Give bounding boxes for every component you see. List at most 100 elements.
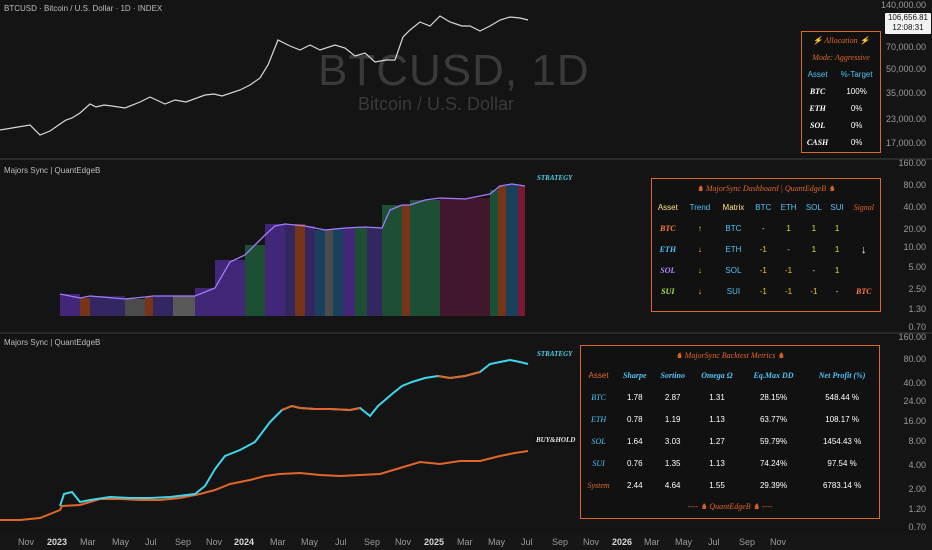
dashboard-axis-tick: 160.00 — [898, 158, 926, 168]
equity-area-chart — [59, 183, 526, 316]
matrix-cell: BTC — [725, 224, 742, 233]
backtest-axis-tick: 0.70 — [908, 522, 926, 532]
dashboard-row: ETH ↓ ETH -1 - 1 1 ↓ — [652, 239, 880, 260]
trend-arrow: ↓ — [697, 266, 702, 275]
matrix-value: - — [835, 287, 839, 296]
backtest-row: BTC 1.78 2.87 1.31 28.15% 548.44 % — [581, 386, 879, 408]
time-tick: Sep — [364, 537, 381, 547]
price-tick: 70,000.00 — [885, 42, 926, 52]
backtest-header: Sharpe — [622, 370, 647, 380]
backtest-asset: SOL — [591, 436, 606, 446]
net-profit-value: 6783.14 % — [822, 480, 862, 490]
time-tick: Nov — [206, 537, 223, 547]
signal-cell: BTC — [856, 287, 872, 296]
matrix-value: -1 — [785, 266, 793, 275]
regime-bands — [60, 184, 525, 316]
dashboard-asset: BTC — [660, 224, 676, 233]
backtest-row: SUI 0.76 1.35 1.13 74.24% 97.54 % — [581, 452, 879, 474]
dashboard-axis-tick: 1.30 — [908, 304, 926, 314]
matrix-value: -1 — [759, 287, 767, 296]
max-dd-value: 29.39% — [759, 480, 788, 490]
max-dd-value: 74.24% — [759, 458, 788, 468]
sortino-value: 4.64 — [664, 480, 681, 490]
bar-countdown: 12:08:31 — [892, 23, 924, 32]
dashboard-axis-tick: 5.00 — [908, 262, 926, 272]
allocation-asset: SOL — [810, 121, 826, 130]
backtest-axis-tick: 160.00 — [898, 332, 926, 342]
time-tick: May — [112, 537, 130, 547]
strategy-curve — [59, 358, 529, 507]
allocation-title: ⚡ Allocation ⚡ — [812, 36, 870, 45]
max-dd-value: 28.15% — [759, 392, 788, 402]
buyhold-tag: BUY&HOLD — [534, 435, 578, 445]
dashboard-asset: SOL — [660, 266, 676, 275]
backtest-asset: System — [587, 480, 610, 490]
backtest-axis-tick: 1.20 — [908, 504, 926, 514]
matrix-value: 1 — [786, 224, 791, 233]
allocation-asset: CASH — [806, 138, 829, 147]
price-line — [0, 15, 529, 136]
allocation-col-asset: Asset — [807, 70, 828, 79]
buyhold-curve — [0, 450, 529, 521]
time-tick: May — [675, 537, 693, 547]
pane-separator[interactable] — [0, 158, 932, 160]
dashboard-axis-tick: 2.50 — [908, 284, 926, 294]
net-profit-value: 548.44 % — [825, 392, 859, 402]
backtest-pane-title: Majors Sync | QuantEdgeB — [4, 338, 101, 347]
dashboard-axis-tick: 20.00 — [903, 224, 926, 234]
time-tick: Mar — [270, 537, 286, 547]
sharpe-value: 1.64 — [626, 436, 643, 446]
trend-arrow: ↑ — [697, 224, 702, 233]
price-pane[interactable]: BTCUSD · Bitcoin / U.S. Dollar · 1D · IN… — [0, 0, 932, 158]
backtest-header: Eq.Max DD — [753, 370, 794, 380]
pane-separator[interactable] — [0, 332, 932, 334]
dashboard-asset: ETH — [659, 245, 677, 254]
backtest-footer: ---- ♞ QuantEdgeB ♞ ---- — [687, 501, 773, 511]
matrix-value: -1 — [759, 245, 767, 254]
dashboard-header: Trend — [689, 203, 711, 212]
matrix-value: - — [761, 224, 765, 233]
time-tick: May — [488, 537, 506, 547]
matrix-cell: SUI — [726, 287, 741, 296]
omega-value: 1.13 — [709, 458, 725, 468]
time-tick: 2025 — [424, 537, 445, 547]
dashboard-header: ETH — [780, 203, 797, 212]
signal-cell — [848, 218, 880, 239]
allocation-pct: 0% — [850, 138, 863, 147]
dashboard-axis-tick: 10.00 — [903, 242, 926, 252]
dashboard-row: SOL ↓ SOL -1 -1 - 1 — [652, 260, 880, 281]
sortino-value: 3.03 — [664, 436, 681, 446]
backtest-title: ♞ MajorSync Backtest Metrics ♞ — [675, 350, 785, 360]
time-tick: Nov — [583, 537, 600, 547]
allocation-table: ⚡ Allocation ⚡ Mode: Aggressive Asset %-… — [801, 31, 881, 153]
dashboard-header: Signal — [853, 203, 875, 212]
allocation-col-target: %-Target — [840, 70, 873, 79]
matrix-value: - — [812, 266, 816, 275]
signal-cell: ↓ — [861, 243, 867, 256]
strategy-tag: STRATEGY — [537, 174, 573, 182]
dashboard-axis-tick: 80.00 — [903, 180, 926, 190]
backtest-row: System 2.44 4.64 1.55 29.39% 6783.14 % — [581, 474, 879, 496]
dashboard-row: BTC ↑ BTC - 1 1 1 — [652, 218, 880, 239]
allocation-asset: BTC — [809, 87, 826, 96]
time-tick: 2024 — [234, 537, 255, 547]
price-tick: 140,000.00 — [880, 0, 926, 10]
symbol-title: BTCUSD · Bitcoin / U.S. Dollar · 1D · IN… — [4, 4, 163, 13]
time-tick: 2023 — [47, 537, 68, 547]
dashboard-header: SOL — [805, 203, 822, 212]
backtest-asset: BTC — [591, 392, 606, 402]
backtest-metrics-table: ♞ MajorSync Backtest Metrics ♞ Asset Sha… — [580, 345, 880, 519]
backtest-header: Asset — [588, 370, 609, 380]
matrix-value: 1 — [834, 245, 840, 254]
price-tick: 35,000.00 — [885, 88, 926, 98]
dashboard-header: BTC — [755, 203, 772, 212]
allocation-pct: 0% — [850, 121, 863, 130]
price-tick: 50,000.00 — [885, 64, 926, 74]
allocation-asset: ETH — [809, 104, 826, 113]
dashboard-header: Matrix — [722, 203, 745, 212]
matrix-value: 1 — [811, 224, 817, 233]
sharpe-value: 0.78 — [626, 414, 643, 424]
backtest-axis-tick: 80.00 — [903, 354, 926, 364]
time-tick: Nov — [770, 537, 787, 547]
backtest-axis-tick: 24.00 — [903, 396, 926, 406]
